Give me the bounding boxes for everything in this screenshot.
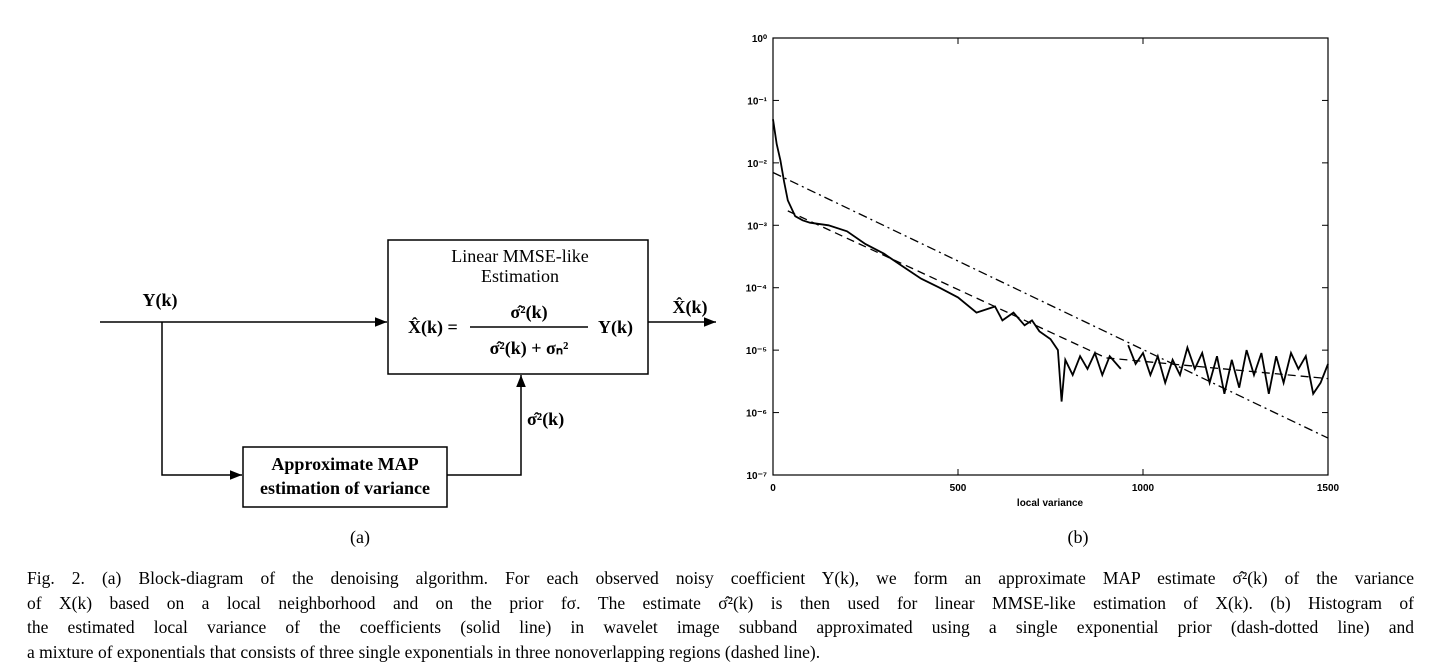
caption-line: of X(k) based on a local neighborhood an… xyxy=(27,592,1414,613)
y-tick-label: 10⁻¹ xyxy=(747,96,767,107)
formula-numerator: σ̂²(k) xyxy=(510,302,547,323)
output-label: X̂(k) xyxy=(673,297,708,318)
data-line xyxy=(787,210,1329,380)
figure: Y(k) Linear MMSE-like Estimation X̂(k) =… xyxy=(100,34,1340,548)
formula-denominator: σ̂²(k) + σₙ² xyxy=(490,338,569,359)
data-line xyxy=(772,171,1329,439)
data-line xyxy=(772,119,1329,402)
x-tick-label: 0 xyxy=(770,483,776,494)
x-tick-label: 500 xyxy=(950,483,967,494)
branch-arrow xyxy=(161,322,242,480)
y-tick-label: 10⁻³ xyxy=(747,221,767,232)
caption-line: the estimated local variance of the coef… xyxy=(27,617,1414,637)
x-tick-label: 1500 xyxy=(1317,483,1340,494)
formula-lhs: X̂(k) = xyxy=(408,317,458,338)
x-tick-label: 1000 xyxy=(1132,483,1155,494)
formula-factor: Y(k) xyxy=(598,317,633,338)
y-tick-label: 10⁻⁶ xyxy=(746,409,767,420)
y-tick-label: 10⁰ xyxy=(752,34,767,45)
estimator-title: Estimation xyxy=(481,266,559,286)
panel-label: (b) xyxy=(1068,527,1089,548)
variance-box-label: estimation of variance xyxy=(260,478,430,498)
estimator-title: Linear MMSE-like xyxy=(451,246,588,266)
y-tick-label: 10⁻² xyxy=(747,159,767,170)
y-tick-label: 10⁻⁴ xyxy=(746,284,767,295)
caption-line: Fig. 2. (a) Block-diagram of the denoisi… xyxy=(27,568,1414,588)
variance-box-label: Approximate MAP xyxy=(271,454,418,474)
y-tick-label: 10⁻⁷ xyxy=(746,471,767,482)
feedback-label: σ̂²(k) xyxy=(527,409,564,430)
caption-line: a mixture of exponentials that consists … xyxy=(27,641,821,662)
panel-label: (a) xyxy=(350,527,370,548)
input-label: Y(k) xyxy=(143,290,178,311)
x-axis-label: local variance xyxy=(1017,498,1084,509)
estimator-box xyxy=(387,239,649,375)
plot-frame xyxy=(772,37,1329,476)
y-tick-label: 10⁻⁵ xyxy=(746,346,767,357)
variance-box xyxy=(242,446,448,508)
caption: Fig. 2. (a) Block-diagram of the denoisi… xyxy=(27,566,1414,664)
block-diagram xyxy=(100,239,716,508)
feedback-arrow xyxy=(447,375,526,476)
